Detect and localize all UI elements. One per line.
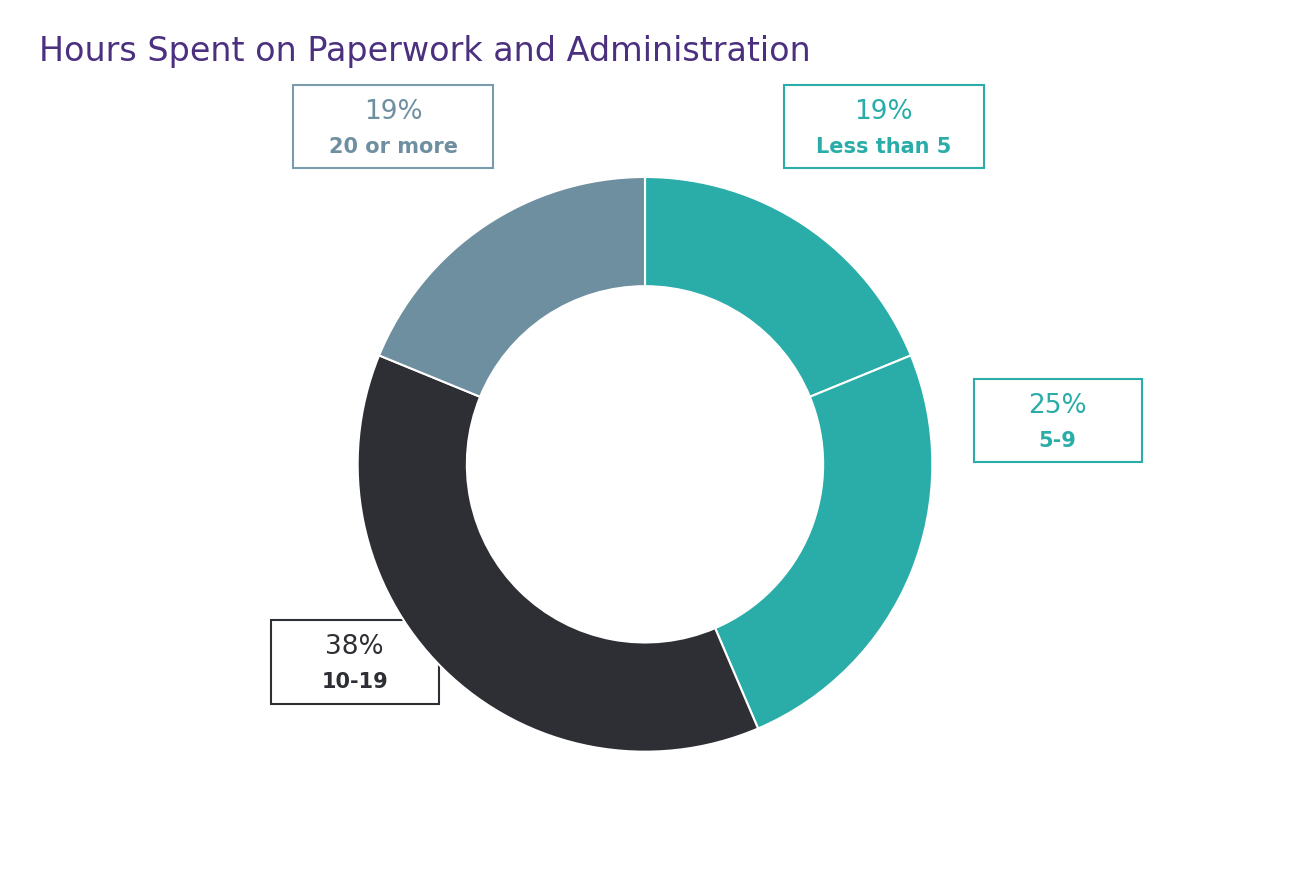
FancyBboxPatch shape	[784, 86, 984, 168]
Text: 38%: 38%	[325, 633, 384, 660]
Text: 10-19: 10-19	[321, 672, 388, 691]
Text: Less than 5: Less than 5	[817, 137, 951, 156]
Text: 5-9: 5-9	[1038, 431, 1077, 450]
Wedge shape	[357, 356, 759, 752]
Text: 25%: 25%	[1028, 392, 1087, 418]
FancyBboxPatch shape	[293, 86, 493, 168]
Text: 19%: 19%	[854, 98, 913, 125]
Wedge shape	[379, 178, 645, 397]
Text: Hours Spent on Paperwork and Administration: Hours Spent on Paperwork and Administrat…	[39, 35, 810, 68]
Wedge shape	[715, 356, 933, 729]
Text: 19%: 19%	[364, 98, 423, 125]
Wedge shape	[645, 178, 911, 397]
Text: 20 or more: 20 or more	[329, 137, 458, 156]
FancyBboxPatch shape	[974, 379, 1142, 463]
FancyBboxPatch shape	[271, 621, 439, 703]
